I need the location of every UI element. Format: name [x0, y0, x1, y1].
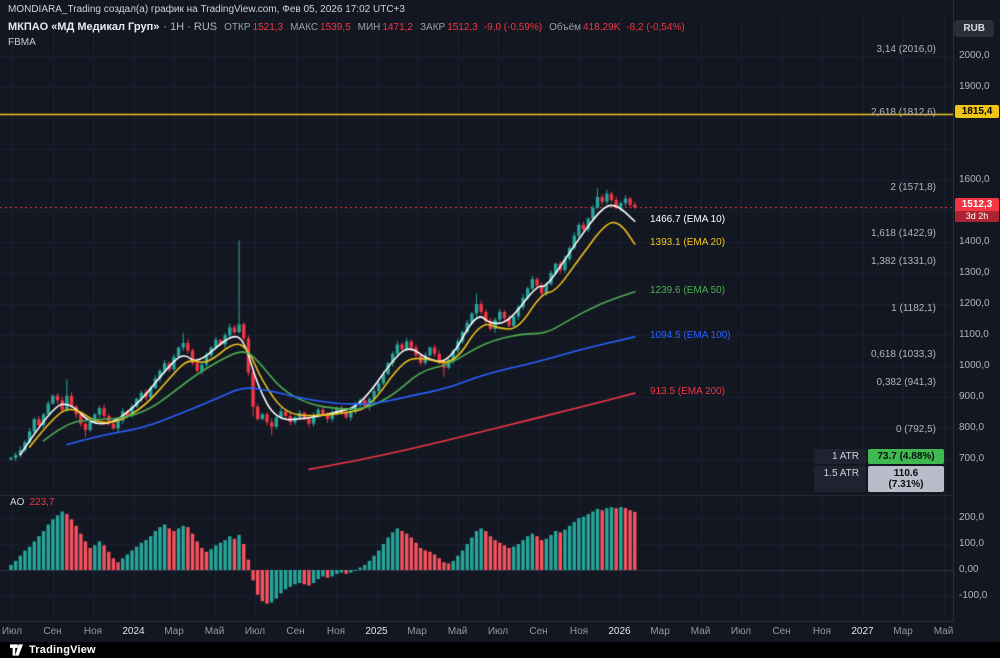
- time-axis-month-label: Ноя: [326, 626, 346, 637]
- symbol-meta: · 1H · RUS: [163, 21, 218, 33]
- volume-change: -8,2 (-0,54%): [626, 22, 685, 33]
- time-axis-month-label: Июл: [730, 626, 752, 637]
- ema-value-label: 1466.7 (EMA 10): [650, 214, 726, 226]
- fib-level-label: 1 (1182,1): [891, 302, 936, 314]
- time-axis-month-label: Сен: [286, 626, 305, 637]
- atr-row: 1.5 ATR 110.6 (7.31%): [814, 466, 944, 492]
- price-axis[interactable]: 2000,0 1900,0 1600,0 1400,0 1300,0 1200,0 1100…: [953, 0, 1000, 622]
- time-axis-month-label: Мар: [650, 626, 670, 637]
- time-axis-year-label: 2026: [608, 626, 631, 637]
- fib-level-label: 3,14 (2016,0): [876, 43, 937, 55]
- ao-indicator-label[interactable]: AO 223,7: [10, 497, 54, 508]
- time-axis-month-label: Мар: [164, 626, 184, 637]
- price-axis-label: 1100,0: [959, 329, 989, 341]
- ao-axis-label: 0,00: [959, 564, 979, 575]
- attribution-bar: MONDIARA_Trading создал(а) график на Tra…: [8, 4, 405, 15]
- time-axis-month-label: Май: [690, 626, 711, 637]
- time-axis-month-label: Ноя: [569, 626, 589, 637]
- ohlc-field-value: 1471,2: [382, 22, 413, 33]
- atr-label-cell: 1 ATR: [814, 449, 866, 464]
- tradingview-logo-icon: [10, 644, 23, 656]
- indicator-fbma-label[interactable]: FBMA: [8, 37, 36, 48]
- ao-axis-label: -100,0: [959, 590, 988, 601]
- price-axis-label: 1000,0: [959, 360, 990, 372]
- ohlc-field-label: ЗАКР: [419, 22, 446, 33]
- time-axis-month-label: Сен: [43, 626, 62, 637]
- time-axis-year-label: 2024: [122, 626, 145, 637]
- ohlc-fields: ОТКР 1521,3 МАКС 1539,5 МИН 1471,2 ЗАКР 1512,3-…: [217, 21, 685, 33]
- axis-corner: [953, 622, 1000, 642]
- price-axis-label: 1400,0: [959, 235, 990, 247]
- ohlc-field-value: 1512,3: [447, 22, 478, 33]
- volume-label: Объём: [549, 22, 582, 33]
- last-price-value: 1512,3: [961, 199, 993, 211]
- ao-axis-label: 100,0: [959, 538, 985, 549]
- time-axis-month-label: Май: [204, 626, 225, 637]
- price-axis-label: 1200,0: [959, 298, 990, 310]
- price-axis-label: 2000,0: [959, 49, 990, 61]
- ohlc-field-value: 1521,3: [252, 22, 284, 33]
- time-axis-month-label: Мар: [407, 626, 427, 637]
- bottom-bar: TradingView: [0, 642, 1000, 658]
- fib-level-label: 0 (792,5): [895, 423, 936, 435]
- atr-value-cell: 73.7 (4.88%): [868, 449, 944, 464]
- ohlc-field-label: МАКС: [290, 22, 319, 33]
- price-axis-label: 1300,0: [959, 267, 990, 279]
- time-axis-year-label: 2027: [851, 626, 874, 637]
- atr-table: 1 ATR 73.7 (4.88%) 1.5 ATR 110.6 (7.31%): [814, 449, 944, 494]
- price-axis-label: 1600,0: [959, 173, 990, 185]
- price-change: -9,0 (-0,59%): [483, 22, 543, 33]
- tradingview-logo[interactable]: TradingView: [10, 644, 96, 656]
- atr-value-cell: 110.6 (7.31%): [868, 466, 944, 492]
- fib-level-label: 2 (1571,8): [890, 181, 936, 193]
- price-chart-canvas[interactable]: [0, 0, 953, 622]
- time-axis[interactable]: Июл Сен Ноя 2024 Мар Май Июл Сен Ноя 2025 Мар Май Ию…: [0, 622, 953, 642]
- time-axis-month-label: Июл: [487, 626, 509, 637]
- ema-value-label: 1094.5 (EMA 100): [650, 329, 731, 341]
- atr-label-cell: 1.5 ATR: [814, 466, 866, 492]
- time-axis-month-label: Ноя: [812, 626, 832, 637]
- ohlc-field-label: ОТКР: [224, 22, 251, 33]
- ohlc-field-value: 1539,5: [320, 22, 351, 33]
- fib-price-badge: 1815,4: [955, 104, 999, 118]
- ao-label: AO: [10, 497, 25, 508]
- time-axis-month-label: Мар: [893, 626, 913, 637]
- time-axis-month-label: Июл: [1, 626, 23, 637]
- price-axis-label: 1900,0: [959, 80, 990, 92]
- time-axis-month-label: Ноя: [83, 626, 103, 637]
- price-axis-label: 900,0: [959, 391, 985, 403]
- atr-row: 1 ATR 73.7 (4.88%): [814, 449, 944, 464]
- last-price-badge: 1512,3 3d 2h: [955, 198, 999, 223]
- fib-level-label: 1,618 (1422,9): [870, 227, 936, 239]
- symbol-legend[interactable]: МКПАО «МД Медикал Груп» · 1H · RUS ОТКР 152…: [8, 21, 685, 33]
- volume-value: 418,29K: [583, 22, 621, 33]
- tradingview-logo-text: TradingView: [29, 644, 96, 656]
- time-axis-month-label: Сен: [529, 626, 548, 637]
- time-axis-month-label: Июл: [244, 626, 266, 637]
- time-axis-year-label: 2025: [365, 626, 388, 637]
- time-axis-month-label: Май: [447, 626, 468, 637]
- ao-axis-label: 200,0: [959, 512, 985, 523]
- ema-value-label: 1393.1 (EMA 20): [650, 237, 726, 249]
- ao-value: 223,7: [29, 497, 55, 508]
- fib-level-label: 0,382 (941,3): [876, 377, 937, 389]
- currency-button[interactable]: RUB: [954, 20, 994, 37]
- symbol-title: МКПАО «МД Медикал Груп»: [8, 21, 160, 33]
- ema-value-label: 1239.6 (EMA 50): [650, 284, 726, 296]
- bar-countdown: 3d 2h: [955, 211, 999, 223]
- ohlc-field-label: МИН: [357, 22, 381, 33]
- time-axis-month-label: Май: [933, 626, 954, 637]
- time-axis-month-label: Сен: [772, 626, 791, 637]
- fib-level-label: 1,382 (1331,0): [870, 256, 936, 268]
- price-axis-label: 800,0: [959, 422, 985, 434]
- fib-level-label: 0,618 (1033,3): [870, 348, 936, 360]
- ema-value-label: 913.5 (EMA 200): [650, 386, 726, 398]
- fib-level-label: 2,618 (1812,6): [870, 106, 936, 118]
- price-axis-label: 700,0: [959, 453, 985, 465]
